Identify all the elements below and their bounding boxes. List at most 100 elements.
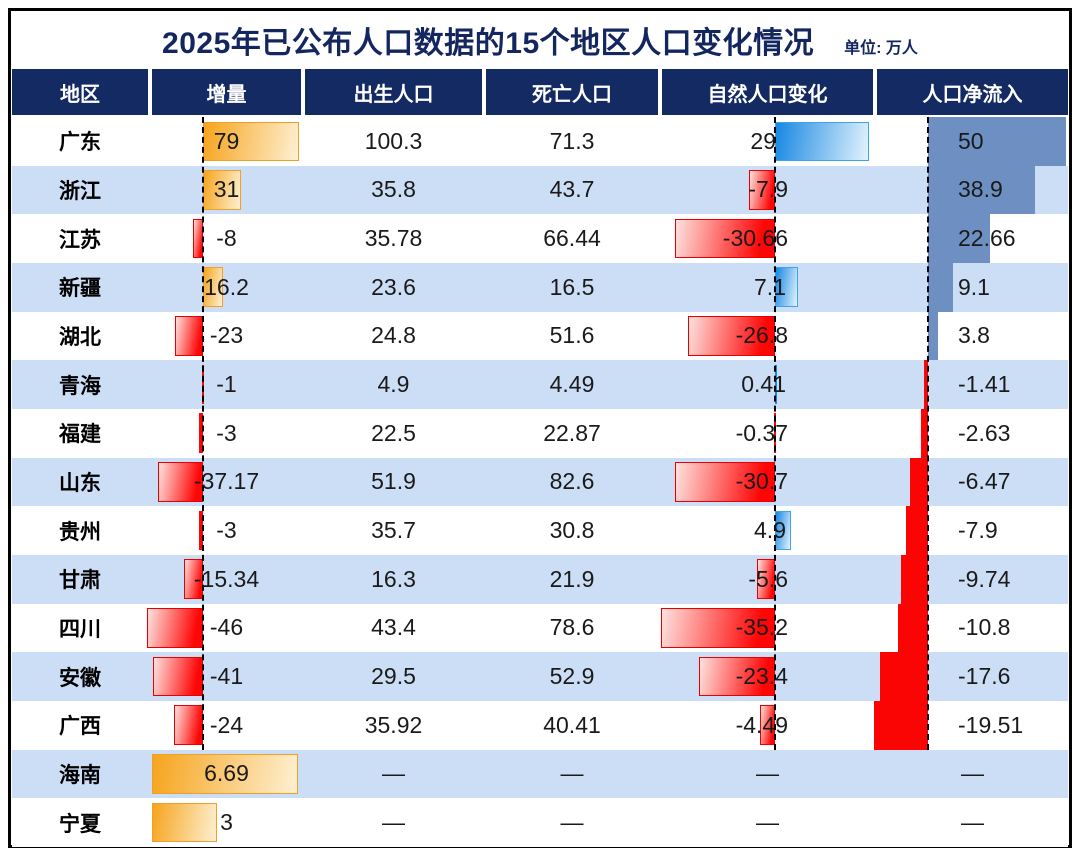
net-inflow-value: -7.9 (958, 517, 998, 544)
region-label: 浙江 (59, 179, 101, 203)
natural-change-value: -35.2 (735, 614, 788, 641)
net-inflow-value: -19.51 (958, 711, 1024, 738)
region-label: 安徽 (59, 666, 101, 690)
deaths-value: 71.3 (549, 127, 595, 154)
region-label: 福建 (59, 423, 101, 447)
increment-value: 31 (213, 176, 240, 203)
natural-change-bar (698, 656, 775, 697)
column-header-deaths: 死亡人口 (486, 69, 658, 115)
natural-change-value: -23.4 (735, 663, 788, 690)
natural-change-value: -0.37 (735, 419, 788, 446)
births-value: 22.5 (371, 419, 416, 446)
natural-change-value: 29 (750, 127, 776, 154)
births-value: — (382, 760, 405, 787)
increment-value: -8 (216, 225, 237, 252)
unit-label: 单位: 万人 (844, 40, 918, 57)
increment-bar (152, 802, 218, 843)
chart-frame: 2025年已公布人口数据的15个地区人口变化情况 单位: 万人 地区 增量 出生… (8, 8, 1072, 848)
net-inflow-bar (928, 117, 1066, 166)
net-inflow-bar (928, 262, 954, 312)
deaths-value: 16.5 (549, 273, 595, 300)
deaths-value: 52.9 (549, 663, 595, 690)
increment-value: -15.34 (193, 565, 260, 592)
natural-change-value: — (756, 809, 779, 836)
natural-change-value: -26.8 (735, 322, 788, 349)
column-header-region: 地区 (12, 69, 148, 115)
increment-bar (174, 316, 203, 356)
table-row: 广西 -24 35.92 40.41 -4.49 -19.51 (12, 700, 1068, 750)
net-inflow-value: 9.1 (958, 273, 990, 300)
births-value: 16.3 (371, 565, 416, 592)
natural-change-value: -4.49 (735, 711, 788, 738)
region-label: 宁夏 (59, 812, 101, 836)
net-inflow-bar (928, 214, 991, 263)
column-header-increment: 增量 (152, 69, 301, 115)
table-row: 山东 -37.17 51.9 82.6 -30.7 -6.47 (12, 457, 1068, 507)
column-header-natural-change: 自然人口变化 (662, 69, 873, 115)
deaths-value: 43.7 (549, 176, 595, 203)
table-row: 新疆 16.2 23.6 16.5 7.1 9.1 (12, 262, 1068, 312)
column-header-births: 出生人口 (305, 69, 482, 115)
increment-value: 79 (213, 127, 240, 154)
table-row: 宁夏 3 — — — — (12, 798, 1068, 847)
natural-change-value: — (756, 760, 779, 787)
natural-change-value: -30.66 (722, 225, 788, 252)
natural-change-value: -5.6 (748, 565, 788, 592)
births-value: 24.8 (371, 322, 416, 349)
net-inflow-bar (928, 165, 1035, 215)
deaths-value: 66.44 (543, 225, 601, 252)
region-label: 山东 (59, 471, 101, 495)
births-value: — (382, 809, 405, 836)
natural-change-bar (775, 364, 777, 405)
region-label: 湖北 (59, 325, 101, 349)
increment-bar (152, 656, 203, 697)
region-label: 广东 (59, 131, 101, 155)
deaths-value: 78.6 (549, 614, 595, 641)
region-label: 海南 (59, 763, 101, 787)
table-header: 地区 增量 出生人口 死亡人口 自然人口变化 人口净流入 (12, 69, 1068, 115)
region-label: 四川 (59, 617, 101, 641)
increment-value: -1 (216, 371, 237, 398)
net-inflow-value: 3.8 (958, 322, 990, 349)
births-value: 35.92 (364, 711, 423, 738)
table-row: 四川 -46 43.4 78.6 -35.2 -10.8 (12, 603, 1068, 653)
net-inflow-bar (898, 603, 928, 653)
births-value: 4.9 (377, 371, 410, 398)
net-inflow-value: — (961, 809, 984, 836)
deaths-value: 82.6 (549, 468, 595, 495)
net-inflow-value: -9.74 (958, 565, 1011, 592)
increment-bar (203, 121, 300, 161)
births-value: 23.6 (371, 273, 416, 300)
increment-bar (199, 510, 203, 551)
increment-bar (173, 705, 203, 745)
natural-change-bar (775, 121, 870, 161)
increment-value: -3 (216, 419, 237, 446)
natural-change-bar (675, 218, 775, 259)
natural-change-bar (749, 170, 775, 210)
net-inflow-value: — (961, 760, 984, 787)
deaths-value: 4.49 (549, 371, 595, 398)
increment-bar (152, 754, 298, 794)
net-inflow-bar (928, 311, 939, 361)
increment-value: -24 (209, 711, 244, 738)
deaths-value: — (560, 760, 584, 787)
increment-value: -37.17 (193, 468, 260, 495)
table-row: 安徽 -41 29.5 52.9 -23.4 -17.6 (12, 652, 1068, 701)
table-row: 青海 -1 4.9 4.49 0.41 -1.41 (12, 360, 1068, 409)
net-inflow-value: -10.8 (958, 614, 1011, 641)
births-value: 43.4 (371, 614, 416, 641)
births-value: 100.3 (364, 127, 423, 154)
deaths-value: 40.41 (543, 711, 601, 738)
region-label: 青海 (59, 374, 101, 398)
deaths-value: 51.6 (549, 322, 595, 349)
natural-change-value: 7.1 (754, 273, 786, 300)
births-value: 35.7 (371, 517, 416, 544)
births-value: 29.5 (371, 663, 416, 690)
net-inflow-bar (910, 457, 928, 507)
net-inflow-bar (920, 408, 928, 458)
natural-change-value: 0.41 (741, 371, 786, 398)
net-inflow-bar (906, 506, 928, 555)
deaths-value: 22.87 (543, 419, 601, 446)
chart-title: 2025年已公布人口数据的15个地区人口变化情况 (162, 27, 815, 60)
region-label: 贵州 (59, 520, 101, 544)
